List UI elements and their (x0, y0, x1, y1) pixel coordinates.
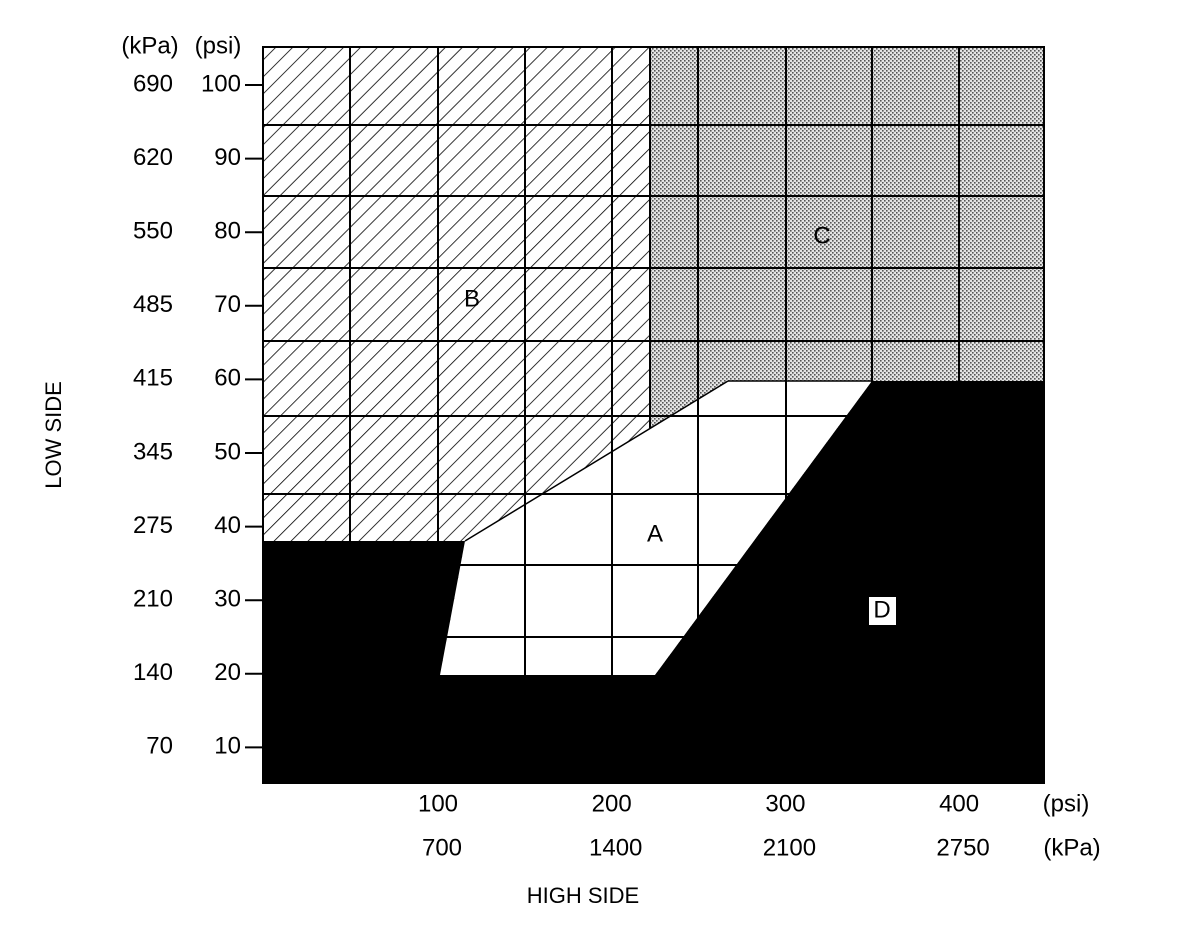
y-axis-title: LOW SIDE (41, 381, 66, 489)
x-tick-label-kpa: 700 (422, 834, 462, 861)
y-tick-label-psi: 10 (214, 733, 241, 760)
y-tick-label-kpa: 70 (146, 733, 173, 760)
y-tick-label-kpa: 550 (133, 218, 173, 245)
y-tick-label-kpa: 485 (133, 291, 173, 318)
x-tick-label-psi: 200 (592, 790, 632, 817)
region-label: C (813, 222, 830, 249)
region-boundary (464, 380, 729, 542)
region-label: D (873, 596, 890, 623)
region-d-area (263, 381, 1044, 783)
x-tick-label-kpa: 1400 (589, 834, 642, 861)
x-tick-label-kpa: 2100 (763, 834, 816, 861)
region-a-area (440, 381, 872, 675)
y-tick-label-psi: 50 (214, 438, 241, 465)
y-tick-label-kpa: 415 (133, 365, 173, 392)
label-background (869, 597, 896, 625)
x-unit-label: (kPa) (1043, 834, 1100, 861)
y-tick-label-psi: 40 (214, 512, 241, 539)
x-unit-label: (psi) (1043, 790, 1090, 817)
y-tick-label-psi: 80 (214, 218, 241, 245)
x-tick-label-psi: 100 (418, 790, 458, 817)
x-axis-title: HIGH SIDE (527, 883, 639, 908)
plot-border (262, 46, 1045, 784)
y-unit-label: (psi) (195, 32, 242, 59)
y-tick-label-kpa: 210 (133, 586, 173, 613)
y-tick-label-kpa: 690 (133, 70, 173, 97)
x-tick-label-kpa: 2750 (936, 834, 989, 861)
y-tick-label-psi: 90 (214, 144, 241, 171)
y-tick-label-kpa: 620 (133, 144, 173, 171)
region-label: A (647, 520, 663, 547)
region-label: B (464, 285, 480, 312)
y-tick-label-kpa: 345 (133, 438, 173, 465)
y-tick-label-psi: 30 (214, 586, 241, 613)
y-tick-label-psi: 100 (201, 70, 241, 97)
x-tick-label-psi: 400 (939, 790, 979, 817)
y-tick-label-psi: 70 (214, 291, 241, 318)
y-tick-label-kpa: 140 (133, 659, 173, 686)
y-unit-label: (kPa) (121, 32, 178, 59)
x-tick-label-psi: 300 (765, 790, 805, 817)
y-tick-label-kpa: 275 (133, 512, 173, 539)
y-tick-label-psi: 60 (214, 365, 241, 392)
y-tick-label-psi: 20 (214, 659, 241, 686)
